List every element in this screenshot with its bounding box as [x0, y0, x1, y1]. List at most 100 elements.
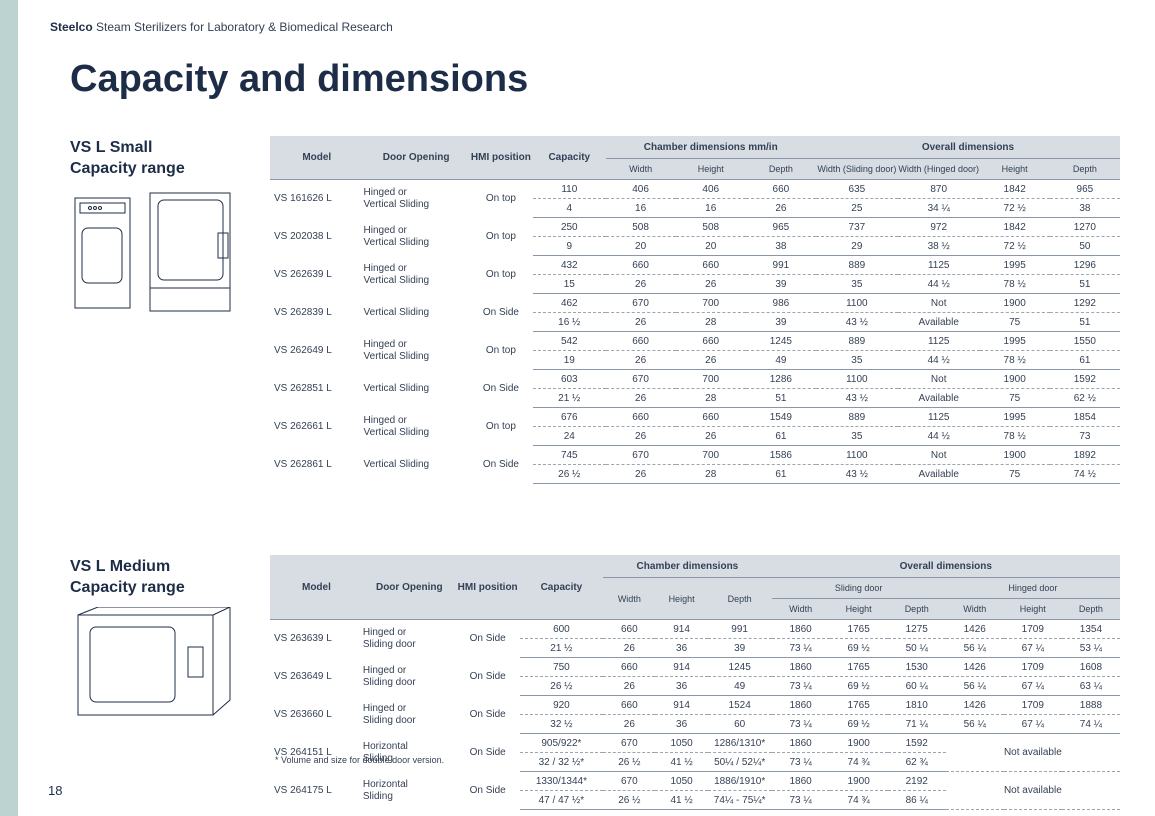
door-cell: Vertical Sliding [364, 294, 469, 332]
cell: 972 [898, 218, 980, 237]
door-cell: Hinged orSliding door [363, 620, 456, 658]
brand-name: Steelco [50, 20, 93, 34]
cell: 660 [603, 696, 655, 715]
cell: 32 ½ [520, 715, 604, 734]
cell: 1100 [816, 294, 898, 313]
cell: 1810 [888, 696, 946, 715]
th2-cw: Width [603, 578, 655, 620]
cell: 660 [676, 408, 746, 427]
cell: 670 [606, 446, 676, 465]
cell: 56 ¼ [946, 715, 1004, 734]
cell: 660 [676, 332, 746, 351]
cell: 62 ½ [1050, 389, 1120, 408]
cell: 1765 [830, 658, 888, 677]
cell: 700 [676, 370, 746, 389]
cell: 4 [533, 199, 605, 218]
cell: Available [898, 389, 980, 408]
cell: 44 ½ [898, 351, 980, 370]
cell: 44 ½ [898, 427, 980, 446]
cell: 26 ½ [520, 677, 604, 696]
page-title: Capacity and dimensions [70, 58, 528, 101]
cell: 1765 [830, 620, 888, 639]
cell: 16 [676, 199, 746, 218]
cell: 1854 [1050, 408, 1120, 427]
cell: 110 [533, 180, 605, 199]
cell: 60 [708, 715, 772, 734]
cell: 19 [533, 351, 605, 370]
cell: 1709 [1004, 658, 1062, 677]
table-row: VS 262861 L [270, 446, 364, 484]
th2-sw: Width [772, 599, 830, 620]
cell: 462 [533, 294, 605, 313]
cell: 74 ¾ [830, 753, 888, 772]
cell: 1550 [1050, 332, 1120, 351]
cell: 35 [816, 351, 898, 370]
cell: 9 [533, 237, 605, 256]
section1-title: VS L Small Capacity range [70, 138, 210, 180]
hmi-cell: On Side [469, 370, 533, 408]
cell: 62 ¾ [888, 753, 946, 772]
cell: 1892 [1050, 446, 1120, 465]
cell: Available [898, 313, 980, 332]
cell: 53 ¼ [1062, 639, 1120, 658]
cell: 29 [816, 237, 898, 256]
cell: 26 [606, 313, 676, 332]
th2-model: Model [270, 555, 363, 620]
cell: 49 [708, 677, 772, 696]
cell: 26 ½ [603, 791, 655, 810]
cell: 39 [746, 313, 816, 332]
cell: 21 ½ [533, 389, 605, 408]
cell: 1860 [772, 658, 830, 677]
th-owh: Width (Hinged door) [898, 159, 980, 180]
table-row: VS 262649 L [270, 332, 364, 370]
cell: 660 [603, 658, 655, 677]
cell: 1860 [772, 734, 830, 753]
cell: 1245 [746, 332, 816, 351]
cell: 78 ½ [980, 275, 1050, 294]
th2-hw: Width [946, 599, 1004, 620]
cell: 1900 [980, 446, 1050, 465]
door-cell: HorizontalSliding [363, 734, 456, 772]
hmi-cell: On Side [456, 734, 520, 772]
page: Steelco Steam Sterilizers for Laboratory… [0, 0, 1155, 816]
cell: 1592 [1050, 370, 1120, 389]
cell: 72 ½ [980, 199, 1050, 218]
cell: 35 [816, 427, 898, 446]
cell: 1125 [898, 256, 980, 275]
cell: 914 [655, 696, 707, 715]
cell: 1860 [772, 772, 830, 791]
cell: 600 [520, 620, 604, 639]
cell: 38 [746, 237, 816, 256]
cell: 1709 [1004, 620, 1062, 639]
cell: 914 [655, 658, 707, 677]
cell: 74 ¼ [1062, 715, 1120, 734]
cell: 16 [606, 199, 676, 218]
cell: Available [898, 465, 980, 484]
illustration-small-range [70, 188, 245, 321]
cell: 20 [606, 237, 676, 256]
cell: 1050 [655, 772, 707, 791]
cell: 51 [746, 389, 816, 408]
table-row: VS 161626 L [270, 180, 364, 218]
cell: 1330/1344* [520, 772, 604, 791]
cell: 1842 [980, 218, 1050, 237]
illustration-medium-range [70, 607, 245, 730]
table-row: VS 263660 L [270, 696, 363, 734]
cell: 660 [676, 256, 746, 275]
th2-cd: Depth [708, 578, 772, 620]
cell: 43 ½ [816, 313, 898, 332]
cell: 39 [708, 639, 772, 658]
cell: 26 [606, 275, 676, 294]
cell: 39 [746, 275, 816, 294]
cell: 1586 [746, 446, 816, 465]
cell: 43 ½ [816, 389, 898, 408]
cell: 74 ½ [1050, 465, 1120, 484]
th-ch: Height [676, 159, 746, 180]
cell: 34 ¼ [898, 199, 980, 218]
cell: 36 [655, 639, 707, 658]
cell: 73 ¼ [772, 715, 830, 734]
cell: 1100 [816, 370, 898, 389]
cell: 67 ¼ [1004, 677, 1062, 696]
cell: Not [898, 446, 980, 465]
cell: 43 ½ [816, 465, 898, 484]
